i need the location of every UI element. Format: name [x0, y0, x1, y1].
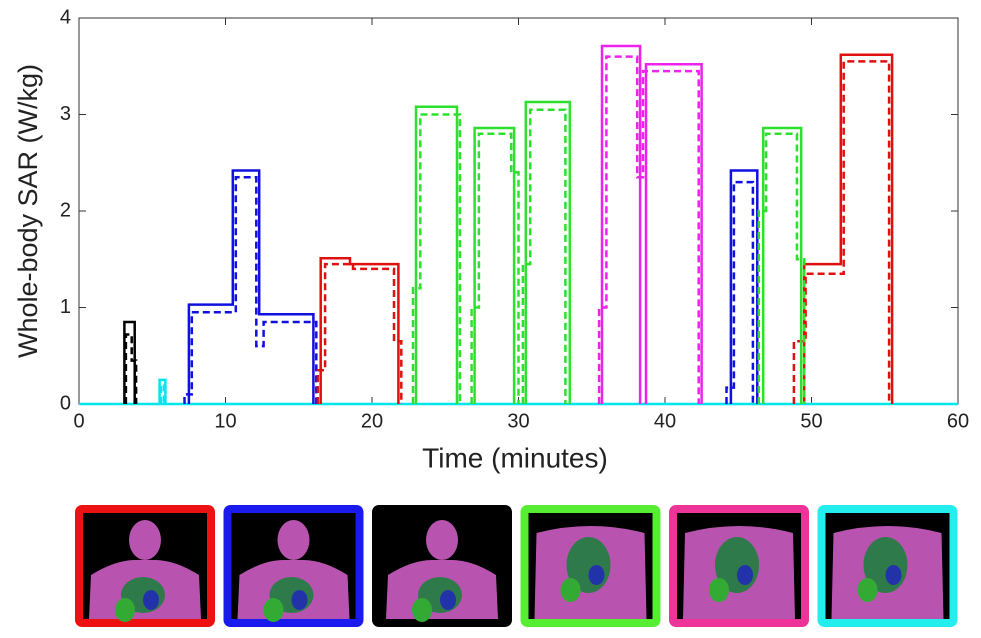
y-tick-label: 1 — [60, 296, 71, 318]
series-line — [316, 60, 891, 404]
y-tick-label: 0 — [60, 392, 71, 414]
thumbnail-head — [277, 520, 310, 560]
y-tick-label: 3 — [60, 103, 71, 125]
series-line — [187, 169, 759, 404]
thumbnail-organ — [560, 578, 581, 602]
x-tick-label: 20 — [361, 410, 383, 432]
thumbnail-organ — [263, 598, 284, 622]
thumbnail-organ — [440, 590, 456, 610]
series-line — [411, 108, 806, 404]
x-tick-label: 0 — [73, 410, 84, 432]
thumbnail-organ — [143, 590, 159, 610]
thumbnail-organ — [857, 578, 878, 602]
thumbnail-organ — [709, 578, 729, 602]
thumbnail-organ — [291, 590, 308, 610]
thumbnails — [75, 505, 958, 627]
thumbnail-organ — [412, 598, 432, 622]
thumbnail-organ — [737, 565, 753, 585]
x-tick-label: 30 — [507, 410, 529, 432]
thumbnail-organ — [588, 565, 605, 585]
thumbnail-organ — [885, 565, 902, 585]
y-tick-label: 4 — [60, 6, 71, 28]
series-line — [319, 53, 894, 404]
y-tick-label: 2 — [60, 199, 71, 221]
y-axis-label: Whole-body SAR (W/kg) — [13, 64, 43, 358]
series-line — [123, 320, 136, 404]
series-line — [158, 378, 167, 404]
x-tick-label: 60 — [947, 410, 969, 432]
x-axis-label: Time (minutes) — [422, 442, 608, 473]
thumbnail-head — [129, 520, 161, 560]
series-line — [414, 100, 803, 404]
thumbnail-organ — [115, 598, 135, 622]
x-tick-label: 40 — [654, 410, 676, 432]
series-line — [183, 175, 755, 404]
thumbnail-head — [426, 520, 458, 560]
x-tick-label: 50 — [800, 410, 822, 432]
x-tick-label: 10 — [214, 410, 236, 432]
series-line — [600, 44, 703, 404]
series-line — [597, 55, 700, 404]
series-line — [124, 333, 138, 404]
